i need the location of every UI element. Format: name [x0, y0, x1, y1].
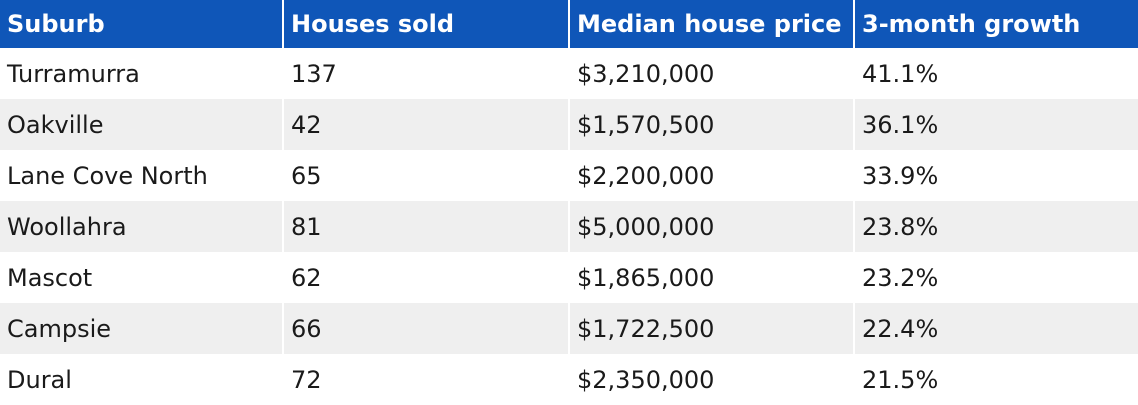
cell-3-month-growth: 36.1%: [862, 110, 939, 139]
cell-houses-sold: 42: [283, 99, 570, 150]
cell-3-month-growth: 23.8%: [862, 212, 939, 241]
cell-suburb: Campsie: [0, 303, 284, 354]
cell-3-month-growth: 21.5%: [862, 365, 939, 394]
cell-suburb: Lane Cove North: [0, 150, 284, 201]
cell-median-house-price: $3,210,000: [569, 48, 855, 99]
table-row: Dural 72 $2,350,000 21.5%: [0, 354, 1138, 405]
table-row: Turramurra 137 $3,210,000 41.1%: [0, 48, 1138, 99]
cell-median-house-price: $2,200,000: [569, 150, 855, 201]
cell-median-house-price: $1,570,500: [569, 99, 855, 150]
table-row: Campsie 66 $1,722,500 22.4%: [0, 303, 1138, 354]
cell-median-house-price: $1,865,000: [569, 252, 855, 303]
table-row: Woollahra 81 $5,000,000 23.8%: [0, 201, 1138, 252]
cell-3-month-growth: 22.4%: [862, 314, 939, 343]
column-header-median-house-price: Median house price: [569, 0, 855, 48]
cell-houses-sold: 137: [283, 48, 570, 99]
cell-suburb: Woollahra: [0, 201, 284, 252]
cell-median-house-price: $5,000,000: [569, 201, 855, 252]
cell-suburb: Mascot: [0, 252, 284, 303]
cell-houses-sold: 65: [283, 150, 570, 201]
cell-suburb: Dural: [0, 354, 284, 405]
cell-3-month-growth: 33.9%: [862, 161, 939, 190]
table-row: Mascot 62 $1,865,000 23.2%: [0, 252, 1138, 303]
column-header-suburb: Suburb: [0, 0, 284, 48]
cell-median-house-price: $1,722,500: [569, 303, 855, 354]
table-row: Lane Cove North 65 $2,200,000 33.9%: [0, 150, 1138, 201]
cell-median-house-price: $2,350,000: [569, 354, 855, 405]
cell-houses-sold: 72: [283, 354, 570, 405]
cell-3-month-growth: 23.2%: [862, 263, 939, 292]
cell-suburb: Turramurra: [0, 48, 284, 99]
cell-suburb: Oakville: [0, 99, 284, 150]
cell-3-month-growth: 41.1%: [862, 59, 939, 88]
cell-houses-sold: 81: [283, 201, 570, 252]
table-body: Turramurra 137 $3,210,000 41.1% Oakville…: [0, 48, 1138, 405]
column-header-3-month-growth: 3-month growth: [862, 10, 1081, 38]
cell-houses-sold: 62: [283, 252, 570, 303]
table-header: Suburb Houses sold Median house price 3-…: [0, 0, 1138, 48]
table-row: Oakville 42 $1,570,500 36.1%: [0, 99, 1138, 150]
header-row: Suburb Houses sold Median house price 3-…: [0, 0, 1138, 48]
column-header-houses-sold: Houses sold: [283, 0, 570, 48]
cell-houses-sold: 66: [283, 303, 570, 354]
